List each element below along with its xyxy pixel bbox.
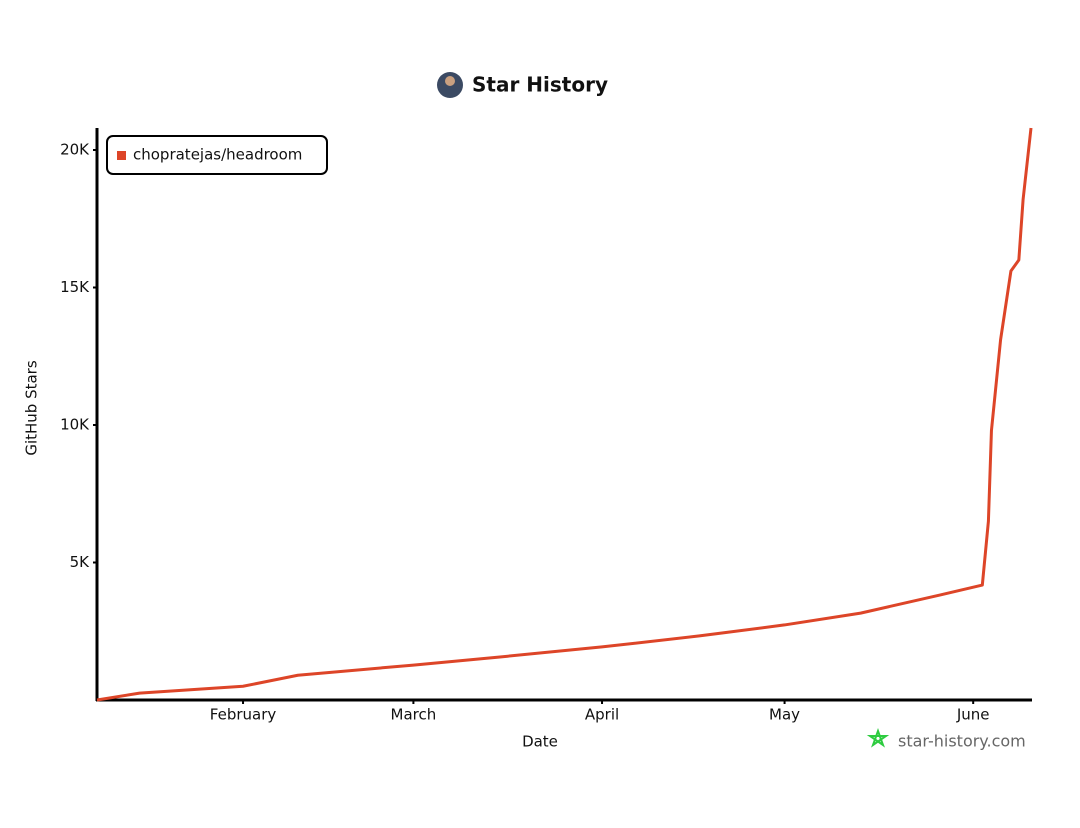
x-tick-label: February bbox=[210, 706, 277, 724]
x-tick-label: June bbox=[956, 706, 990, 724]
x-tick-label: March bbox=[391, 706, 437, 724]
legend-box bbox=[106, 135, 328, 175]
y-tick-label: 20K bbox=[60, 141, 90, 159]
legend-label: chopratejas/headroom bbox=[133, 146, 302, 164]
avatar-face bbox=[445, 76, 455, 86]
series-line bbox=[96, 127, 1033, 702]
x-tick-label: May bbox=[769, 706, 800, 724]
y-tick-label: 5K bbox=[70, 553, 91, 571]
y-axis-label: GitHub Stars bbox=[23, 360, 41, 456]
y-tick-label: 10K bbox=[60, 416, 90, 434]
y-tick-label: 15K bbox=[60, 278, 90, 296]
x-tick-label: April bbox=[585, 706, 619, 724]
chart-title: Star History bbox=[472, 73, 608, 97]
watermark: star-history.com bbox=[898, 732, 1026, 751]
legend-swatch bbox=[117, 151, 126, 160]
watermark-icon bbox=[866, 728, 890, 748]
x-axis-label: Date bbox=[522, 733, 558, 751]
